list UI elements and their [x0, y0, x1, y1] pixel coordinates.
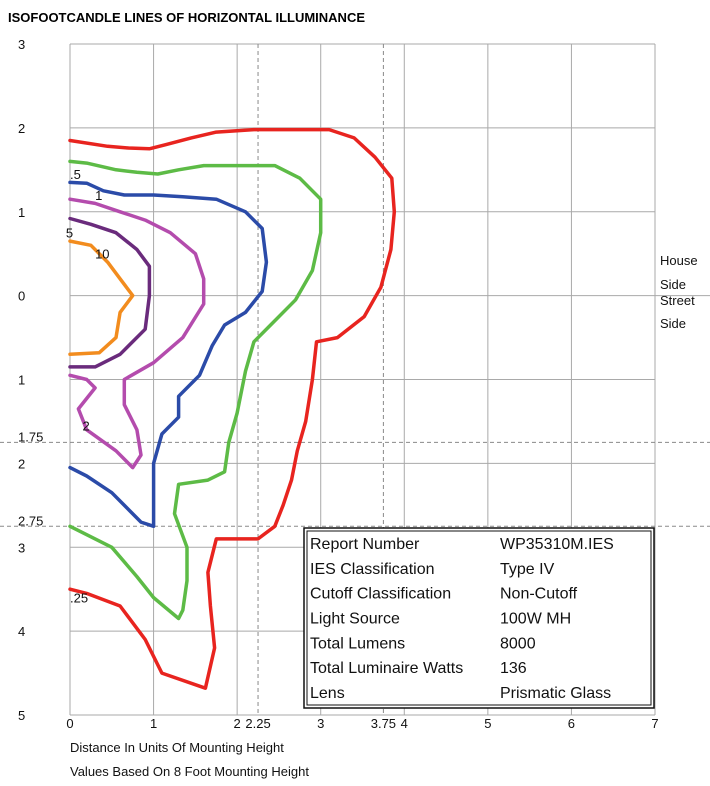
info-row-label: IES Classification [310, 561, 435, 578]
info-row-value: 136 [500, 660, 527, 677]
y-axis-ticks: 3 2 1 0 1 1.75 2 2.75 3 4 5 [18, 37, 43, 723]
y-tick-label: 4 [18, 624, 25, 639]
isofootcandle-curve [68, 197, 206, 470]
y-tick-label: 1.75 [18, 429, 43, 444]
curve-labels: .25 .5 1 2 5 10 [66, 167, 110, 606]
chart-title: ISOFOOTCANDLE LINES OF HORIZONTAL ILLUMI… [8, 10, 365, 25]
info-row-label: Lens [310, 685, 345, 702]
curve-label: .25 [70, 591, 88, 606]
curve-label: 10 [95, 247, 109, 262]
info-row-label: Total Lumens [310, 635, 405, 652]
curve-label: 1 [95, 188, 102, 203]
info-row-value: 8000 [500, 635, 536, 652]
y-tick-label: 2.75 [18, 513, 43, 528]
x-tick-label: 2.25 [245, 716, 270, 731]
y-tick-label: 2 [18, 121, 25, 136]
info-table: Report Number WP35310M.IES IES Classificat… [303, 527, 655, 709]
y-tick-label: 3 [18, 37, 25, 52]
chart-subtitle: Values Based On 8 Foot Mounting Height [70, 764, 309, 779]
side-labels: House Side Street Side [660, 253, 698, 331]
y-tick-label: 2 [18, 456, 25, 471]
isofootcandle-curve [68, 127, 397, 690]
curve-label: 5 [66, 226, 73, 241]
x-tick-label: 3.75 [371, 716, 396, 731]
isofootcandle-curve [68, 159, 323, 621]
x-tick-label: 1 [150, 716, 157, 731]
isofootcandle-curve [68, 239, 135, 357]
y-tick-label: 3 [18, 540, 25, 555]
x-axis-label: Distance In Units Of Mounting Height [70, 740, 284, 755]
info-row-value: 100W MH [500, 610, 571, 627]
info-row-label: Cutoff Classification [310, 586, 451, 603]
y-tick-label: 0 [18, 289, 25, 304]
x-tick-label: 5 [484, 716, 491, 731]
curve-label: .5 [70, 167, 81, 182]
street-side-label-line2: Side [660, 316, 686, 331]
y-tick-label: 1 [18, 205, 25, 220]
house-side-label-line1: House [660, 253, 698, 268]
info-row-label: Report Number [310, 536, 420, 553]
info-row-value: WP35310M.IES [500, 536, 614, 553]
x-tick-label: 0 [66, 716, 73, 731]
x-tick-label: 7 [651, 716, 658, 731]
street-side-label-line1: Street [660, 293, 695, 308]
house-side-label-line2: Side [660, 277, 686, 292]
x-tick-label: 4 [401, 716, 408, 731]
x-axis-ticks: 0 1 2 2.25 3 3.75 4 5 6 7 [66, 716, 658, 731]
isofootcandle-curve [68, 180, 269, 529]
curve-label: 2 [83, 419, 90, 434]
info-row-value: Non-Cutoff [500, 586, 578, 603]
x-tick-label: 2 [234, 716, 241, 731]
chart-grid [0, 43, 710, 716]
isofootcandle-curves [68, 127, 397, 690]
info-row-value: Prismatic Glass [500, 685, 611, 702]
info-table-frame [303, 527, 655, 709]
y-tick-label: 1 [18, 373, 25, 388]
info-table-inner-frame [306, 530, 652, 706]
info-row-value: Type IV [500, 561, 555, 578]
info-row-label: Light Source [310, 610, 400, 627]
info-row-label: Total Luminaire Watts [310, 660, 463, 677]
y-tick-label: 5 [18, 708, 25, 723]
x-tick-label: 6 [568, 716, 575, 731]
x-tick-label: 3 [317, 716, 324, 731]
isofootcandle-curve [68, 216, 152, 369]
